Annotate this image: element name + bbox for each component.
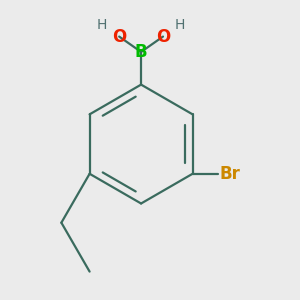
Text: H: H xyxy=(175,18,185,32)
Text: B: B xyxy=(135,43,147,61)
Text: Br: Br xyxy=(219,165,240,183)
Text: O: O xyxy=(112,28,126,46)
Text: H: H xyxy=(97,18,107,32)
Text: O: O xyxy=(156,28,170,46)
